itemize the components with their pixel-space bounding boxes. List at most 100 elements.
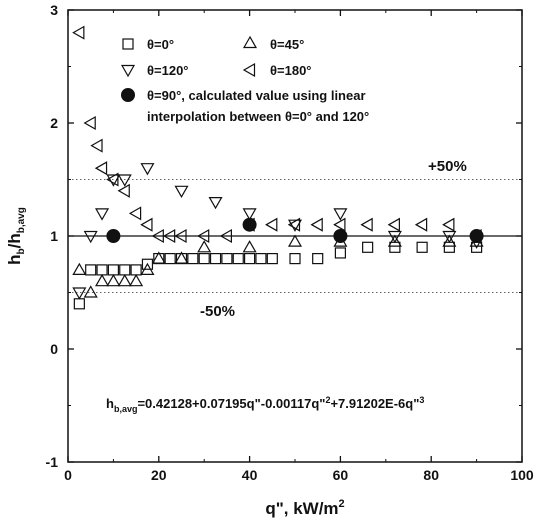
axis-ticks [67,9,523,463]
legend-label-theta-90-line2: interpolation between θ=0° and 120° [147,109,369,124]
legend-label-theta-180: θ=180° [270,63,312,78]
data-point-square [107,264,120,276]
x-tick-label: 60 [333,467,349,483]
data-point-triangle-left [219,228,232,244]
data-point-triangle-left [414,217,428,232]
data-point-triangle-left [360,217,373,232]
legend-label-theta-0: θ=0° [147,37,174,52]
data-point-square [221,253,233,265]
data-point-square [266,253,278,265]
data-point-square [416,241,428,253]
data-point-square [73,298,85,310]
data-point-circle-filled [469,229,484,243]
data-point-triangle-down [387,230,402,244]
data-point-square [209,253,222,265]
data-point-square [255,253,267,265]
data-point-triangle-down [174,185,189,199]
x-tick-label: 0 [64,467,72,483]
y-tick-label: 0 [50,341,58,357]
data-point-triangle-left [83,115,96,131]
data-point-square [141,258,154,270]
data-point-triangle-left [333,217,346,232]
data-point-triangle-down [140,163,155,176]
data-point-triangle-left [140,217,153,232]
data-point-triangle-left [128,206,142,221]
data-point-triangle-left [117,183,130,198]
data-point-triangle-up [174,251,189,264]
data-point-square [389,241,401,253]
data-point-square [130,264,142,276]
data-point-triangle-left [196,228,210,244]
data-point-triangle-up [140,262,155,275]
data-point-triangle-down [95,208,110,221]
data-point-square [289,253,301,265]
data-point-triangle-left [387,217,400,232]
data-point-triangle-down [83,230,98,244]
data-point-triangle-left [287,217,301,232]
data-point-triangle-up [106,273,121,287]
data-point-square [312,253,324,265]
data-point-square [85,264,97,276]
legend-marker-triangle-down [120,64,136,78]
data-point-triangle-up [95,273,110,287]
data-point-triangle-left [94,161,108,176]
y-axis-title: hb/hb,avg [5,207,27,265]
data-point-square [244,253,256,265]
tick-labels: 0 20 40 60 80 100 -1 0 1 2 3 [46,2,534,483]
data-point-triangle-left [90,138,103,153]
y-tick-label: 3 [50,2,58,18]
data-point-triangle-left [72,25,85,40]
legend [120,35,258,102]
data-point-square [164,253,176,265]
y-tick-label: 2 [50,115,58,131]
data-point-square [334,247,346,259]
data-point-triangle-left [310,217,323,232]
data-point-triangle-down [287,219,303,232]
data-point-square [198,253,210,265]
x-axis-title: q", kW/m2 [265,498,344,518]
data-point-circle-filled [333,229,348,243]
plus-50-label: +50% [428,158,467,175]
x-tick-label: 40 [242,467,258,483]
x-tick-label: 80 [423,467,439,483]
data-point-square [96,264,108,276]
data-point-triangle-left [174,228,187,244]
data-point-triangle-up [72,262,87,275]
data-point-triangle-down [117,174,132,187]
data-point-triangle-up [117,273,132,287]
legend-label-theta-120: θ=120° [147,63,189,78]
data-point-triangle-up [287,234,303,247]
legend-label-theta-45: θ=45° [270,37,304,52]
data-point-circle-filled [106,229,121,243]
data-point-triangle-down [208,197,223,210]
data-point-square [443,241,455,253]
data-point-triangle-up [387,234,402,247]
data-point-triangle-down [72,287,87,300]
data-point-square [232,253,244,265]
data-point-triangle-left [442,217,455,232]
data-point-triangle-up [83,285,98,298]
data-points [72,25,484,310]
data-point-triangle-left [106,172,119,187]
legend-marker-circle [121,88,135,102]
data-point-circle-filled [242,217,257,232]
y-tick-label: -1 [46,454,59,470]
minus-50-label: -50% [200,303,235,320]
data-point-triangle-up [129,273,144,287]
data-point-square [362,241,374,253]
data-point-square [119,264,131,276]
x-tick-label: 100 [510,467,534,483]
data-point-triangle-down [442,230,457,244]
data-point-triangle-up [197,240,212,253]
legend-marker-square [122,38,134,50]
correlation-formula: hb,avg=0.42128+0.07195q"-0.00117q"2+7.91… [106,395,424,414]
data-point-square [187,253,199,265]
data-point-triangle-up [242,240,257,253]
legend-marker-triangle-left [242,62,256,78]
data-point-triangle-up [442,234,457,247]
data-point-triangle-down [106,174,121,187]
legend-marker-triangle-up [242,35,258,49]
y-tick-label: 1 [50,228,58,244]
data-point-triangle-up [151,251,166,264]
